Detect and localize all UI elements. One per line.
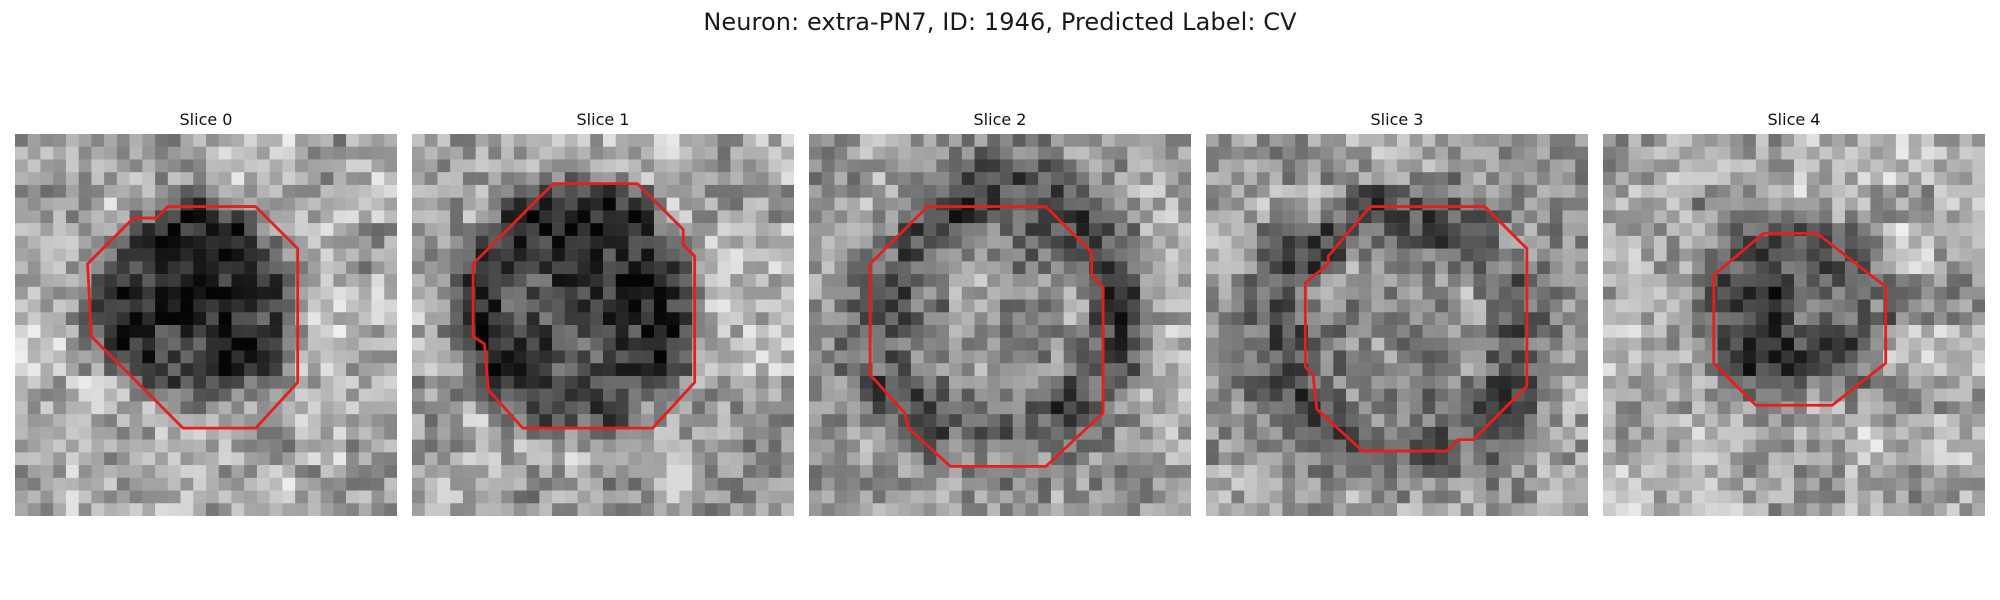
- slice-title: Slice 4: [1767, 110, 1821, 129]
- pixel-grid: [809, 134, 1191, 516]
- slice-image: [809, 134, 1191, 516]
- slice-title: Slice 0: [179, 110, 233, 129]
- figure-title: Neuron: extra-PN7, ID: 1946, Predicted L…: [703, 8, 1297, 36]
- pixel-grid: [412, 134, 794, 516]
- slice-title: Slice 1: [576, 110, 630, 129]
- soma-contour: [868, 205, 1105, 468]
- pixel-grid: [1206, 134, 1588, 516]
- soma-contour: [471, 182, 697, 430]
- slice-title: Slice 2: [973, 110, 1027, 129]
- slice-image: [1603, 134, 1985, 516]
- pixel-grid: [15, 134, 397, 516]
- soma-contour: [1303, 205, 1529, 453]
- soma-contour: [1712, 231, 1888, 407]
- slice-image: [15, 134, 397, 516]
- pixel-grid: [1603, 134, 1985, 516]
- slice-title: Slice 3: [1370, 110, 1424, 129]
- soma-contour: [86, 205, 300, 430]
- slice-image: [412, 134, 794, 516]
- slice-image: [1206, 134, 1588, 516]
